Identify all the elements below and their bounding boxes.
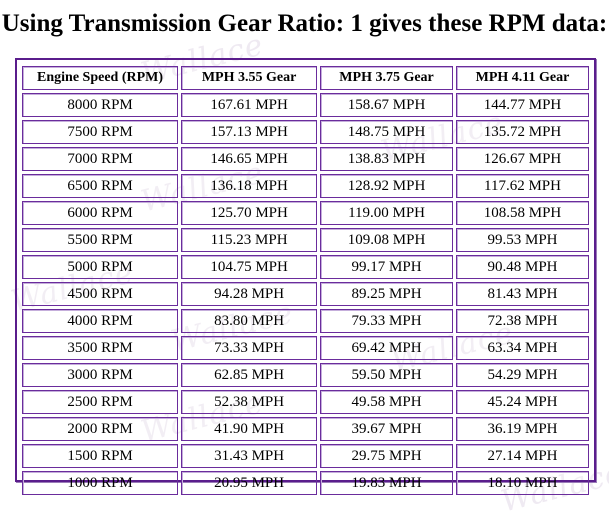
table-row: 1500 RPM 31.43 MPH 29.75 MPH 27.14 MPH bbox=[22, 444, 589, 468]
mph-411-cell: 72.38 MPH bbox=[456, 309, 589, 333]
rpm-cell: 4000 RPM bbox=[22, 309, 179, 333]
table-row: 7000 RPM 146.65 MPH 138.83 MPH 126.67 MPH bbox=[22, 147, 589, 171]
header-mph-411: MPH 4.11 Gear bbox=[456, 66, 589, 90]
mph-375-cell: 59.50 MPH bbox=[320, 363, 454, 387]
mph-355-cell: 62.85 MPH bbox=[181, 363, 318, 387]
mph-375-cell: 39.67 MPH bbox=[320, 417, 454, 441]
rpm-table: Engine Speed (RPM) MPH 3.55 Gear MPH 3.7… bbox=[19, 63, 592, 498]
mph-411-cell: 63.34 MPH bbox=[456, 336, 589, 360]
mph-375-cell: 89.25 MPH bbox=[320, 282, 454, 306]
mph-375-cell: 99.17 MPH bbox=[320, 255, 454, 279]
rpm-cell: 6500 RPM bbox=[22, 174, 179, 198]
rpm-cell: 5000 RPM bbox=[22, 255, 179, 279]
mph-375-cell: 69.42 MPH bbox=[320, 336, 454, 360]
mph-355-cell: 83.80 MPH bbox=[181, 309, 318, 333]
mph-411-cell: 27.14 MPH bbox=[456, 444, 589, 468]
mph-355-cell: 157.13 MPH bbox=[181, 120, 318, 144]
table-row: 3500 RPM 73.33 MPH 69.42 MPH 63.34 MPH bbox=[22, 336, 589, 360]
table-row: 6000 RPM 125.70 MPH 119.00 MPH 108.58 MPH bbox=[22, 201, 589, 225]
table-header-row: Engine Speed (RPM) MPH 3.55 Gear MPH 3.7… bbox=[22, 66, 589, 90]
rpm-cell: 7000 RPM bbox=[22, 147, 179, 171]
mph-411-cell: 135.72 MPH bbox=[456, 120, 589, 144]
table-row: 4000 RPM 83.80 MPH 79.33 MPH 72.38 MPH bbox=[22, 309, 589, 333]
mph-411-cell: 54.29 MPH bbox=[456, 363, 589, 387]
mph-411-cell: 117.62 MPH bbox=[456, 174, 589, 198]
mph-411-cell: 108.58 MPH bbox=[456, 201, 589, 225]
mph-375-cell: 128.92 MPH bbox=[320, 174, 454, 198]
mph-355-cell: 115.23 MPH bbox=[181, 228, 318, 252]
mph-355-cell: 104.75 MPH bbox=[181, 255, 318, 279]
table-row: 7500 RPM 157.13 MPH 148.75 MPH 135.72 MPH bbox=[22, 120, 589, 144]
table-row: 3000 RPM 62.85 MPH 59.50 MPH 54.29 MPH bbox=[22, 363, 589, 387]
table-row: 5500 RPM 115.23 MPH 109.08 MPH 99.53 MPH bbox=[22, 228, 589, 252]
mph-411-cell: 36.19 MPH bbox=[456, 417, 589, 441]
rpm-cell: 5500 RPM bbox=[22, 228, 179, 252]
mph-411-cell: 81.43 MPH bbox=[456, 282, 589, 306]
table-frame: Engine Speed (RPM) MPH 3.55 Gear MPH 3.7… bbox=[15, 58, 596, 495]
mph-375-cell: 19.83 MPH bbox=[320, 471, 454, 495]
mph-411-cell: 45.24 MPH bbox=[456, 390, 589, 414]
page-title: Using Transmission Gear Ratio: 1 gives t… bbox=[1, 10, 608, 37]
mph-375-cell: 49.58 MPH bbox=[320, 390, 454, 414]
rpm-cell: 3500 RPM bbox=[22, 336, 179, 360]
mph-355-cell: 31.43 MPH bbox=[181, 444, 318, 468]
mph-375-cell: 119.00 MPH bbox=[320, 201, 454, 225]
table-row: 2000 RPM 41.90 MPH 39.67 MPH 36.19 MPH bbox=[22, 417, 589, 441]
rpm-cell: 3000 RPM bbox=[22, 363, 179, 387]
table-row: 6500 RPM 136.18 MPH 128.92 MPH 117.62 MPH bbox=[22, 174, 589, 198]
table-row: 2500 RPM 52.38 MPH 49.58 MPH 45.24 MPH bbox=[22, 390, 589, 414]
mph-375-cell: 158.67 MPH bbox=[320, 93, 454, 117]
table-row: 8000 RPM 167.61 MPH 158.67 MPH 144.77 MPH bbox=[22, 93, 589, 117]
mph-355-cell: 136.18 MPH bbox=[181, 174, 318, 198]
rpm-cell: 1500 RPM bbox=[22, 444, 179, 468]
table-row: 4500 RPM 94.28 MPH 89.25 MPH 81.43 MPH bbox=[22, 282, 589, 306]
header-mph-375: MPH 3.75 Gear bbox=[320, 66, 454, 90]
mph-411-cell: 144.77 MPH bbox=[456, 93, 589, 117]
mph-375-cell: 109.08 MPH bbox=[320, 228, 454, 252]
mph-375-cell: 79.33 MPH bbox=[320, 309, 454, 333]
rpm-cell: 8000 RPM bbox=[22, 93, 179, 117]
rpm-cell: 2000 RPM bbox=[22, 417, 179, 441]
rpm-cell: 6000 RPM bbox=[22, 201, 179, 225]
mph-411-cell: 18.10 MPH bbox=[456, 471, 589, 495]
mph-355-cell: 41.90 MPH bbox=[181, 417, 318, 441]
mph-375-cell: 148.75 MPH bbox=[320, 120, 454, 144]
table-row: 1000 RPM 20.95 MPH 19.83 MPH 18.10 MPH bbox=[22, 471, 589, 495]
mph-355-cell: 73.33 MPH bbox=[181, 336, 318, 360]
mph-375-cell: 29.75 MPH bbox=[320, 444, 454, 468]
mph-355-cell: 167.61 MPH bbox=[181, 93, 318, 117]
mph-355-cell: 52.38 MPH bbox=[181, 390, 318, 414]
header-mph-355: MPH 3.55 Gear bbox=[181, 66, 318, 90]
mph-355-cell: 146.65 MPH bbox=[181, 147, 318, 171]
mph-375-cell: 138.83 MPH bbox=[320, 147, 454, 171]
rpm-cell: 2500 RPM bbox=[22, 390, 179, 414]
mph-411-cell: 90.48 MPH bbox=[456, 255, 589, 279]
table-body: 8000 RPM 167.61 MPH 158.67 MPH 144.77 MPH 75… bbox=[22, 93, 589, 495]
mph-411-cell: 99.53 MPH bbox=[456, 228, 589, 252]
mph-355-cell: 94.28 MPH bbox=[181, 282, 318, 306]
rpm-cell: 1000 RPM bbox=[22, 471, 179, 495]
mph-355-cell: 20.95 MPH bbox=[181, 471, 318, 495]
rpm-cell: 7500 RPM bbox=[22, 120, 179, 144]
header-engine-speed: Engine Speed (RPM) bbox=[22, 66, 179, 90]
mph-411-cell: 126.67 MPH bbox=[456, 147, 589, 171]
table-row: 5000 RPM 104.75 MPH 99.17 MPH 90.48 MPH bbox=[22, 255, 589, 279]
rpm-cell: 4500 RPM bbox=[22, 282, 179, 306]
mph-355-cell: 125.70 MPH bbox=[181, 201, 318, 225]
